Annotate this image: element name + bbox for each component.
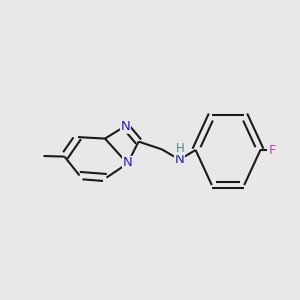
Text: F: F	[269, 143, 276, 157]
Text: N: N	[123, 156, 132, 170]
Text: N: N	[175, 153, 184, 166]
Text: H: H	[176, 142, 185, 155]
Text: N: N	[121, 120, 130, 133]
